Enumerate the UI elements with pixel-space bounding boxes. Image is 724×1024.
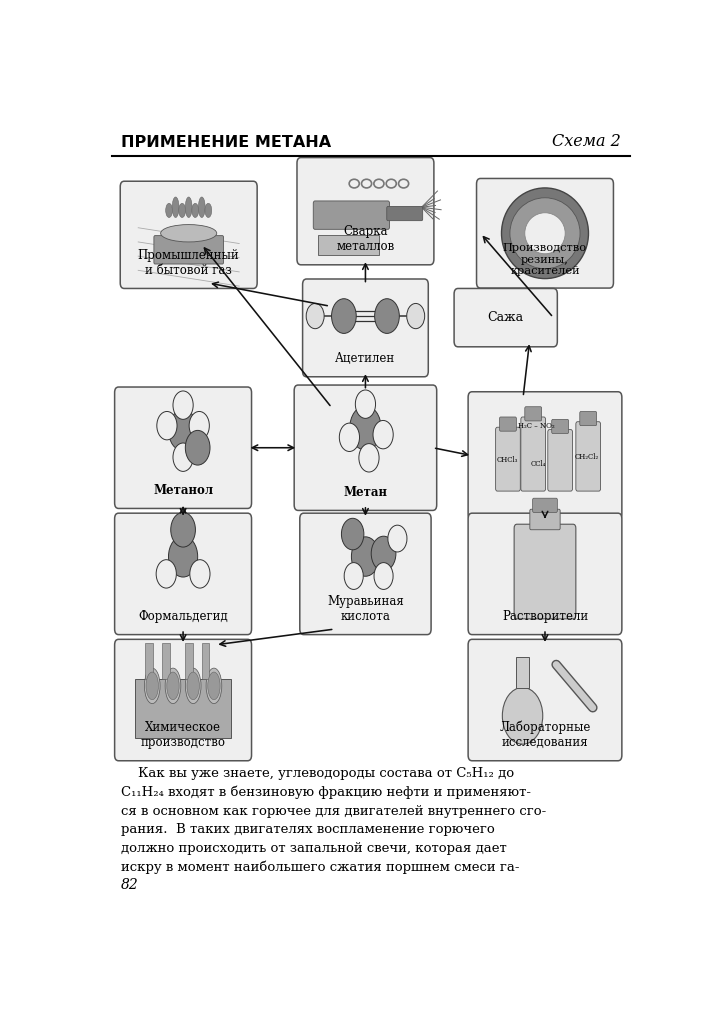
FancyBboxPatch shape [114, 387, 251, 509]
FancyBboxPatch shape [580, 412, 597, 426]
Circle shape [306, 303, 324, 329]
Text: CCl₄: CCl₄ [531, 460, 546, 468]
FancyBboxPatch shape [576, 422, 600, 492]
Bar [201, 643, 209, 679]
FancyBboxPatch shape [521, 417, 546, 492]
FancyBboxPatch shape [468, 639, 622, 761]
Text: Растворители: Растворители [502, 609, 588, 623]
FancyBboxPatch shape [297, 158, 434, 265]
FancyBboxPatch shape [114, 513, 251, 635]
Text: 82: 82 [121, 878, 139, 892]
Circle shape [171, 512, 195, 547]
Circle shape [185, 430, 210, 465]
Ellipse shape [525, 213, 565, 254]
Circle shape [156, 560, 177, 588]
FancyBboxPatch shape [468, 513, 622, 635]
Bar [162, 643, 170, 679]
Text: H₂C – NO₂: H₂C – NO₂ [518, 422, 555, 430]
Circle shape [350, 406, 381, 451]
Circle shape [359, 443, 379, 472]
Text: CH₂Cl₂: CH₂Cl₂ [575, 454, 599, 461]
FancyBboxPatch shape [496, 427, 521, 492]
Ellipse shape [205, 204, 211, 217]
Ellipse shape [161, 224, 216, 242]
Circle shape [351, 537, 379, 577]
Text: Муравьиная
кислота: Муравьиная кислота [327, 595, 404, 623]
Text: Ацетилен: Ацетилен [335, 352, 395, 365]
Text: Производство
резины,
красителей: Производство резины, красителей [503, 243, 587, 276]
FancyBboxPatch shape [300, 513, 431, 635]
FancyBboxPatch shape [514, 524, 576, 618]
Bar [185, 643, 193, 679]
Ellipse shape [192, 204, 198, 217]
Text: Промышленный
и бытовой газ: Промышленный и бытовой газ [138, 249, 240, 276]
Text: Схема 2: Схема 2 [552, 133, 620, 151]
FancyBboxPatch shape [548, 430, 573, 492]
Text: Сажа: Сажа [488, 311, 523, 325]
FancyBboxPatch shape [294, 385, 437, 510]
Bar [135, 679, 231, 738]
Circle shape [340, 423, 360, 452]
Ellipse shape [172, 197, 179, 217]
Circle shape [374, 562, 393, 590]
Ellipse shape [198, 197, 205, 217]
Circle shape [373, 421, 393, 449]
Ellipse shape [502, 687, 543, 744]
FancyBboxPatch shape [530, 509, 560, 529]
Text: ПРИМЕНЕНИЕ МЕТАНА: ПРИМЕНЕНИЕ МЕТАНА [122, 135, 332, 151]
Ellipse shape [167, 672, 179, 699]
Bar [146, 643, 153, 679]
Circle shape [371, 537, 396, 571]
FancyBboxPatch shape [114, 639, 251, 761]
Ellipse shape [187, 672, 199, 699]
FancyBboxPatch shape [500, 417, 516, 431]
FancyBboxPatch shape [552, 420, 568, 433]
Ellipse shape [146, 672, 159, 699]
Circle shape [157, 412, 177, 440]
Text: Метан: Метан [343, 485, 387, 499]
FancyBboxPatch shape [476, 178, 613, 288]
Circle shape [169, 536, 198, 578]
Bar [318, 234, 379, 255]
FancyBboxPatch shape [313, 201, 390, 229]
FancyBboxPatch shape [525, 407, 542, 421]
Text: Лабораторные
исследования: Лабораторные исследования [500, 721, 591, 749]
Circle shape [388, 525, 407, 552]
Ellipse shape [510, 198, 580, 268]
Ellipse shape [144, 668, 160, 703]
Ellipse shape [185, 668, 201, 703]
Circle shape [173, 391, 193, 420]
Ellipse shape [206, 668, 222, 703]
Ellipse shape [165, 668, 181, 703]
Circle shape [344, 562, 363, 590]
Circle shape [342, 518, 364, 550]
Circle shape [332, 299, 356, 334]
FancyBboxPatch shape [516, 656, 529, 688]
Circle shape [355, 390, 376, 419]
Ellipse shape [179, 204, 185, 217]
Circle shape [173, 443, 193, 471]
Circle shape [374, 299, 400, 334]
Ellipse shape [185, 197, 192, 217]
Circle shape [189, 412, 209, 440]
Ellipse shape [208, 672, 220, 699]
FancyBboxPatch shape [533, 499, 557, 512]
Text: Формальдегид: Формальдегид [138, 609, 228, 623]
Text: Химическое
производство: Химическое производство [140, 721, 226, 749]
FancyBboxPatch shape [120, 181, 257, 289]
Text: Метанол: Метанол [153, 483, 213, 497]
Text: Сварка
металлов: Сварка металлов [337, 225, 395, 253]
Circle shape [169, 410, 198, 451]
Text: Как вы уже знаете, углеводороды состава от C₅H₁₂ до
C₁₁H₂₄ входят в бензиновую ф: Как вы уже знаете, углеводороды состава … [122, 767, 547, 874]
Ellipse shape [502, 188, 589, 279]
FancyBboxPatch shape [387, 207, 423, 220]
Circle shape [407, 303, 425, 329]
Circle shape [190, 560, 210, 588]
FancyBboxPatch shape [468, 392, 622, 519]
Ellipse shape [166, 204, 172, 217]
FancyBboxPatch shape [454, 289, 557, 347]
FancyBboxPatch shape [303, 279, 429, 377]
Text: CHCl₃: CHCl₃ [497, 456, 518, 464]
FancyBboxPatch shape [154, 236, 224, 264]
